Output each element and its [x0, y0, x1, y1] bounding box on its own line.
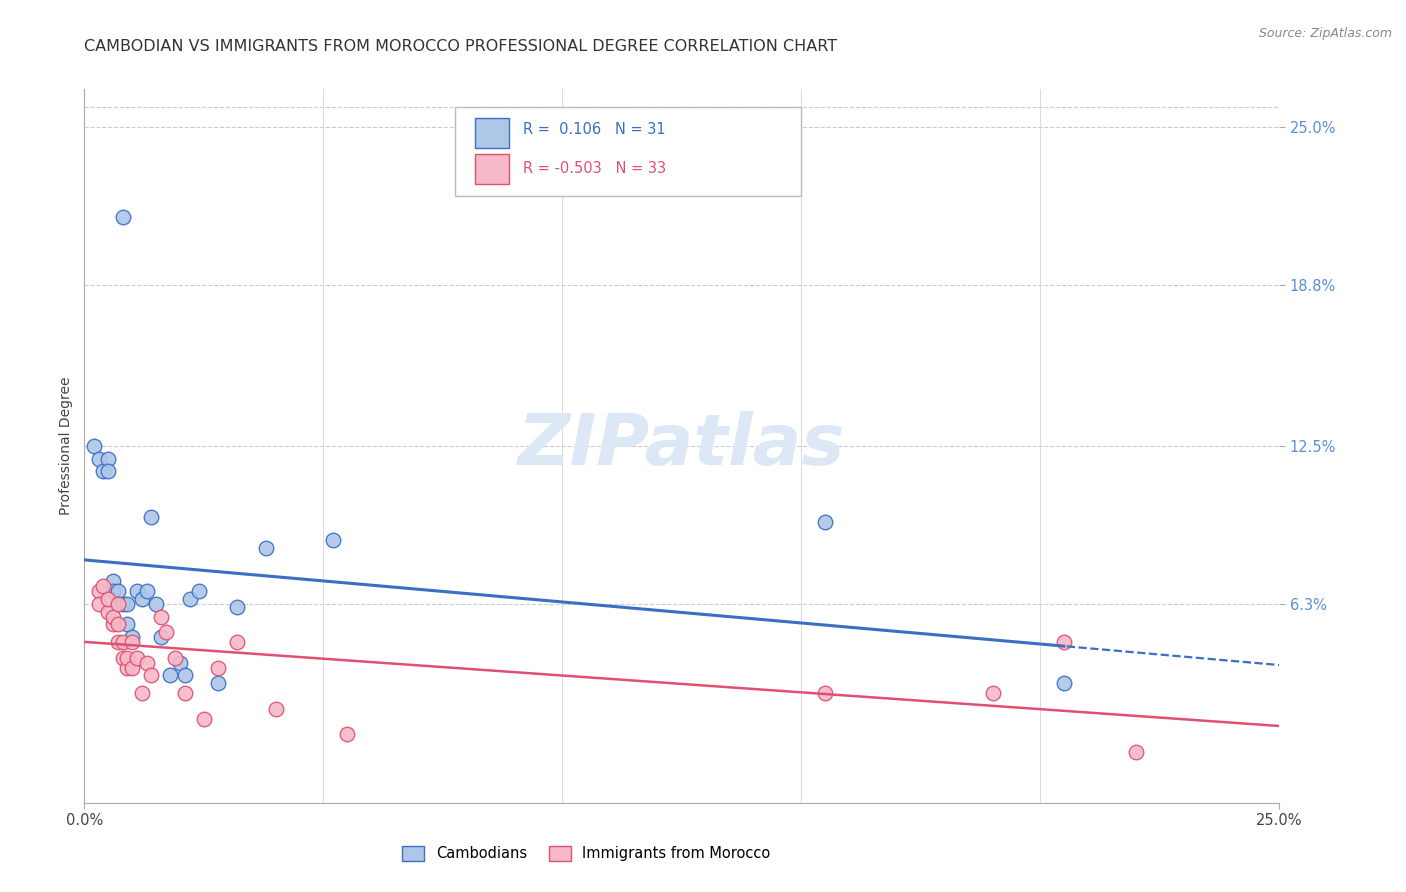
Point [125, 650, 148, 665]
Point [159, 668, 181, 682]
Point [226, 635, 249, 649]
Point [149, 630, 172, 644]
Point [1053, 635, 1076, 649]
Point [107, 584, 129, 599]
Point [107, 597, 129, 611]
Point [141, 510, 163, 524]
Text: CAMBODIAN VS IMMIGRANTS FROM MOROCCO PROFESSIONAL DEGREE CORRELATION CHART: CAMBODIAN VS IMMIGRANTS FROM MOROCCO PRO… [84, 38, 838, 54]
Point [188, 584, 211, 599]
Point [121, 630, 143, 644]
Point [141, 668, 163, 682]
Point [107, 635, 129, 649]
Point [93, 465, 115, 479]
Y-axis label: Professional Degree: Professional Degree [59, 376, 73, 516]
Point [1053, 676, 1076, 690]
Point [87, 451, 110, 466]
Point [111, 210, 134, 224]
Point [169, 656, 191, 670]
Point [97, 465, 120, 479]
Point [121, 635, 143, 649]
FancyBboxPatch shape [475, 119, 509, 148]
Point [101, 609, 124, 624]
Point [179, 591, 201, 606]
Point [125, 584, 148, 599]
Point [322, 533, 344, 548]
Point [107, 617, 129, 632]
Point [149, 609, 172, 624]
Point [173, 668, 195, 682]
Point [165, 650, 187, 665]
Point [254, 541, 277, 555]
Legend: Cambodians, Immigrants from Morocco: Cambodians, Immigrants from Morocco [396, 839, 776, 867]
Point [135, 584, 157, 599]
FancyBboxPatch shape [475, 154, 509, 184]
Text: R = -0.503   N = 33: R = -0.503 N = 33 [523, 161, 666, 176]
Point [97, 451, 120, 466]
Text: ZIPatlas: ZIPatlas [519, 411, 845, 481]
Point [117, 661, 139, 675]
Point [101, 574, 124, 588]
Point [107, 597, 129, 611]
Point [1125, 745, 1147, 759]
Point [814, 516, 837, 530]
Point [173, 686, 195, 700]
Point [87, 597, 110, 611]
Point [336, 727, 359, 741]
Point [145, 597, 167, 611]
Point [117, 617, 139, 632]
Point [101, 584, 124, 599]
Point [135, 656, 157, 670]
Point [117, 597, 139, 611]
Point [131, 686, 153, 700]
Point [207, 676, 229, 690]
Point [193, 712, 215, 726]
Point [814, 686, 837, 700]
Point [131, 591, 153, 606]
Point [207, 661, 229, 675]
Point [83, 439, 105, 453]
Point [264, 701, 287, 715]
Point [101, 617, 124, 632]
Point [111, 597, 134, 611]
FancyBboxPatch shape [456, 107, 801, 196]
Point [155, 625, 177, 640]
Text: Source: ZipAtlas.com: Source: ZipAtlas.com [1258, 27, 1392, 40]
Point [981, 686, 1004, 700]
Point [111, 635, 134, 649]
Point [97, 605, 120, 619]
Point [121, 661, 143, 675]
Point [93, 579, 115, 593]
Point [87, 584, 110, 599]
Point [97, 591, 120, 606]
Point [117, 650, 139, 665]
Point [111, 650, 134, 665]
Text: R =  0.106   N = 31: R = 0.106 N = 31 [523, 121, 665, 136]
Point [226, 599, 249, 614]
